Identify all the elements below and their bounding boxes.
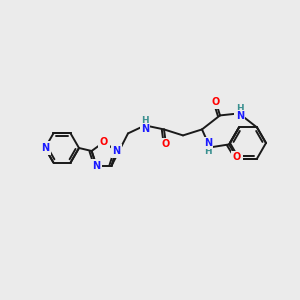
Text: N: N <box>141 124 149 134</box>
Text: N: N <box>236 111 244 122</box>
Text: H: H <box>236 109 242 118</box>
Text: O: O <box>233 152 241 162</box>
Text: N: N <box>92 160 101 170</box>
Text: O: O <box>212 98 220 107</box>
Text: O: O <box>100 137 108 147</box>
Text: N: N <box>204 138 212 148</box>
Text: H: H <box>204 147 212 156</box>
Text: N: N <box>41 143 49 153</box>
Text: H: H <box>236 104 244 113</box>
Text: O: O <box>162 140 170 149</box>
Text: H: H <box>141 116 149 125</box>
Text: N: N <box>112 146 120 156</box>
